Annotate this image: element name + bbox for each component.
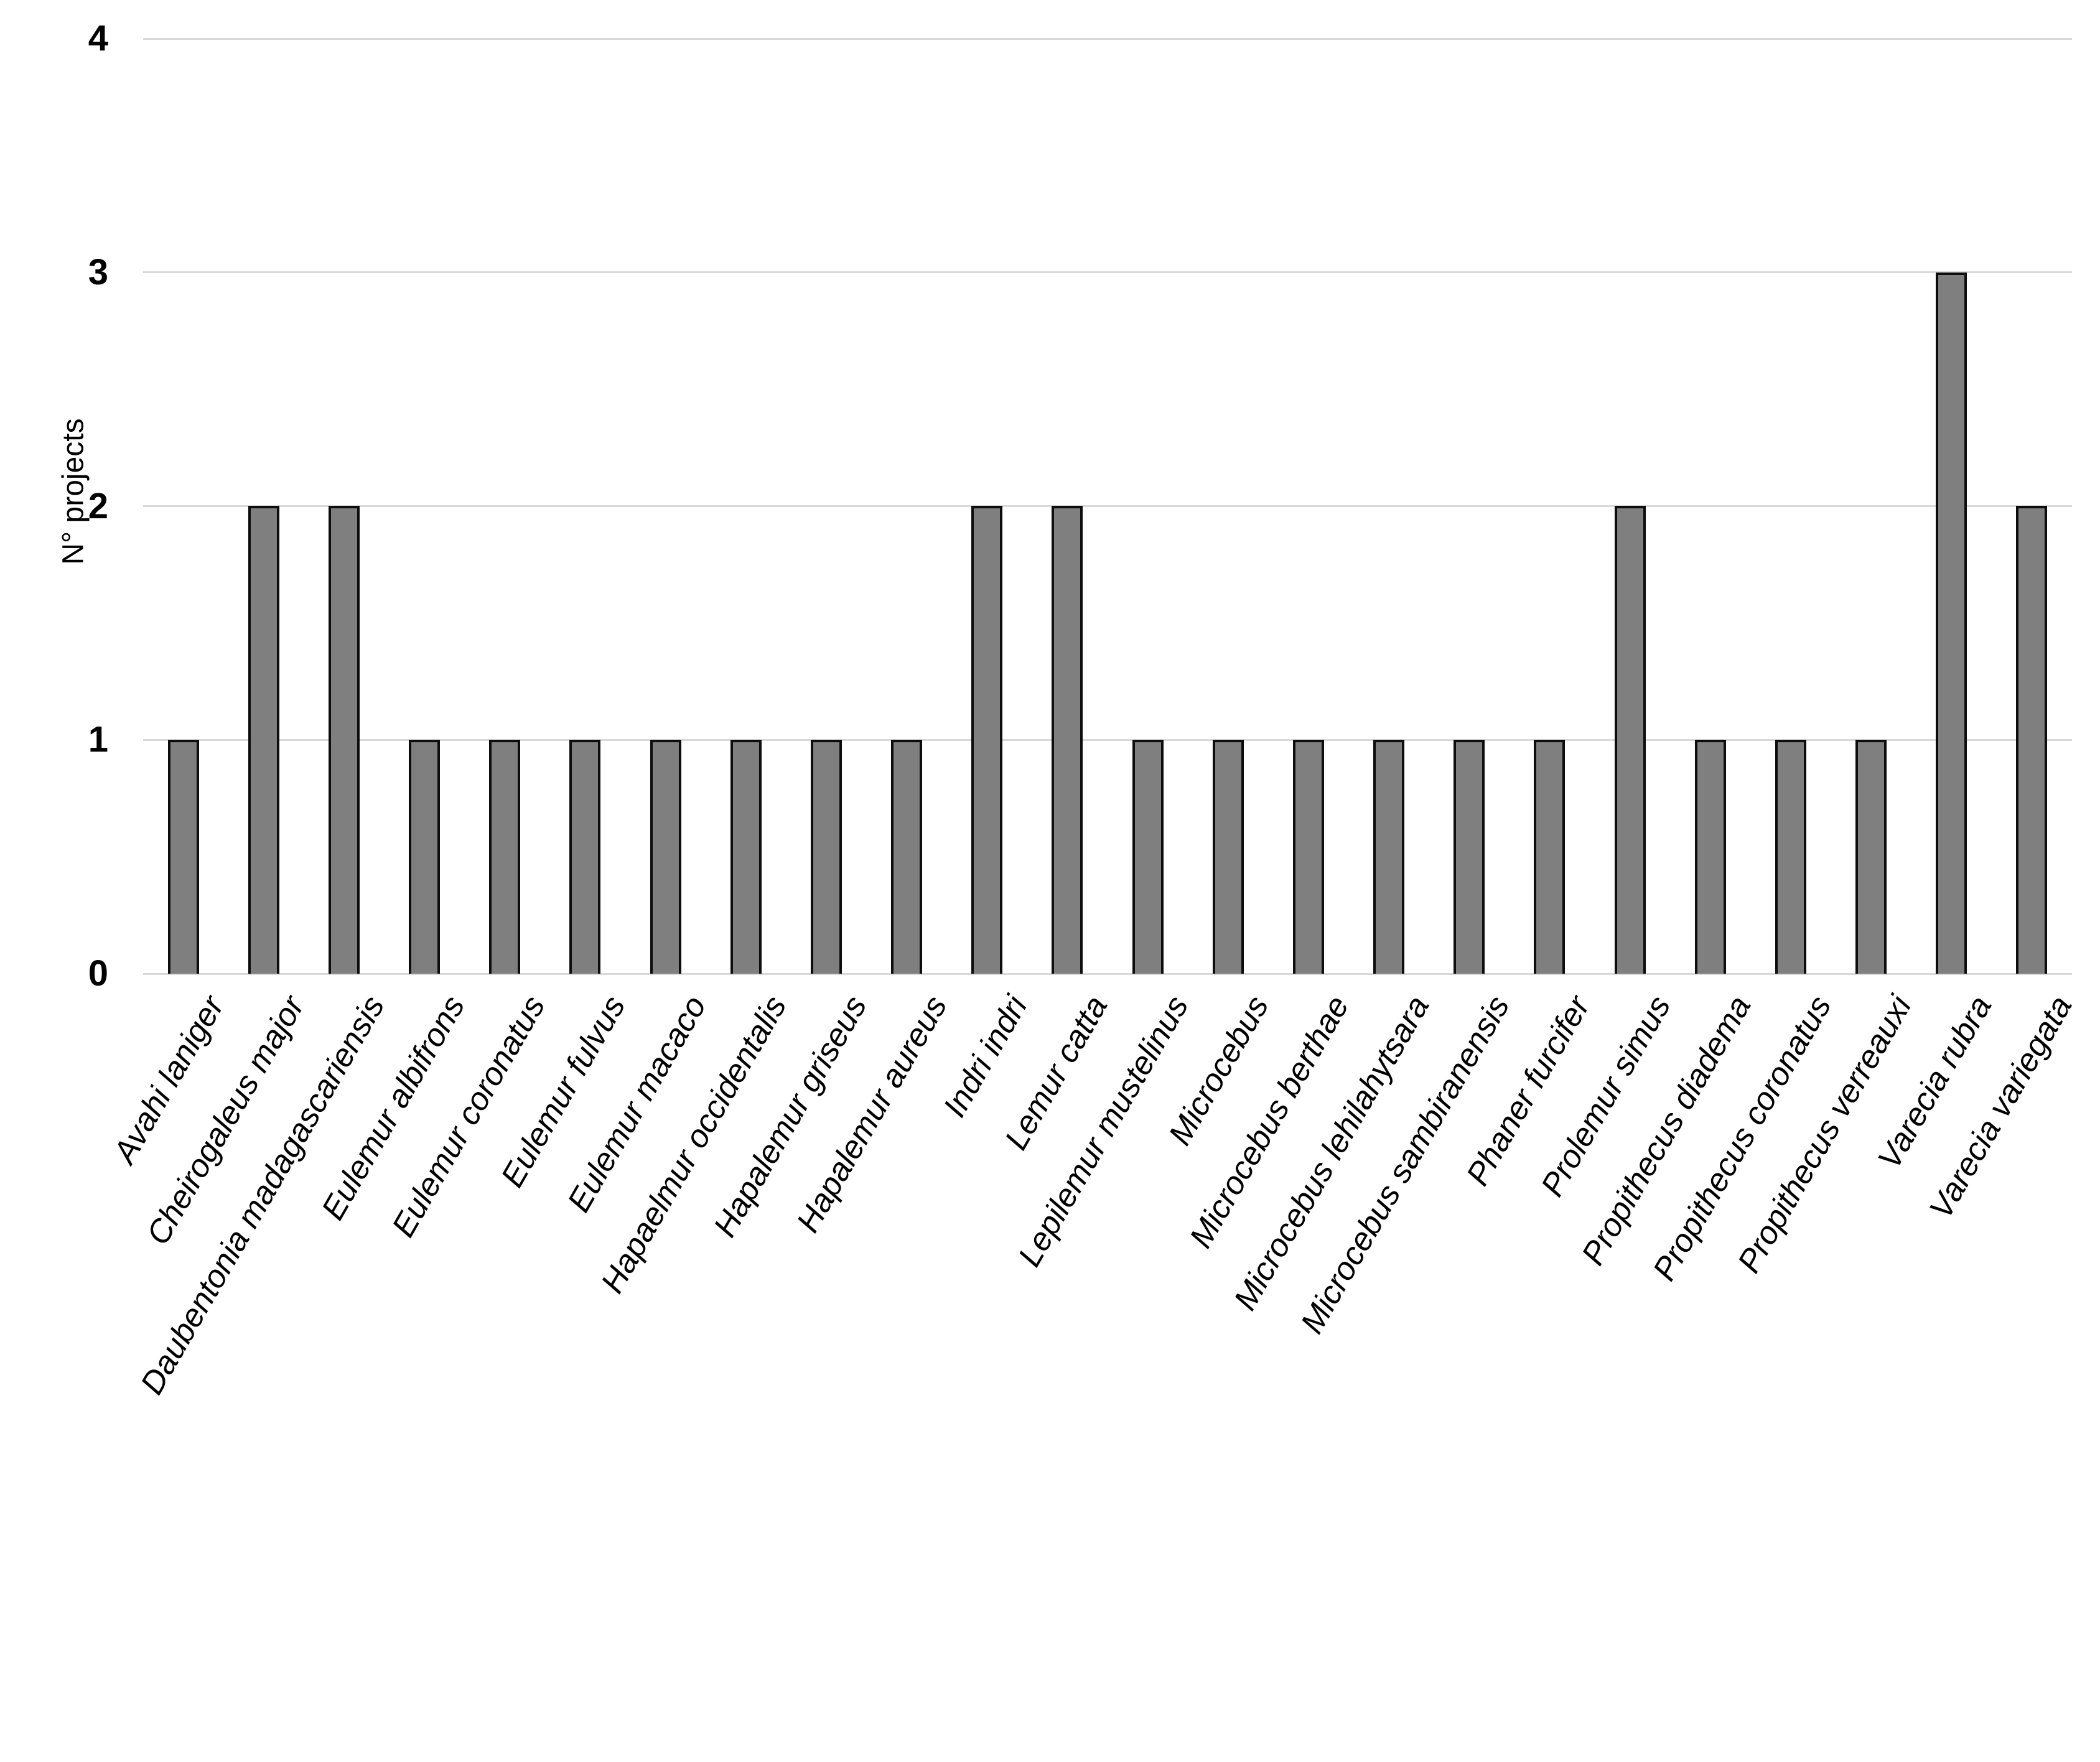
bar [891,740,922,974]
bar [650,740,681,974]
bar [1373,740,1404,974]
bar [248,506,279,974]
bar [1936,273,1967,974]
bar [1132,740,1164,974]
bar [1052,506,1083,974]
bar [1293,740,1324,974]
bar [329,506,360,974]
gridline-y1 [143,739,2072,741]
bar [409,740,440,974]
bar [1775,740,1806,974]
x-axis-label: Avahi laniger [106,990,231,1170]
bar [730,740,762,974]
bar [1855,740,1887,974]
gridline-y2 [143,505,2072,507]
bar [1454,740,1485,974]
bar [1534,740,1565,974]
y-tick-label-0: 0 [88,953,108,994]
bar [168,740,199,974]
bar [1695,740,1726,974]
bar [1213,740,1244,974]
bar [2016,506,2047,974]
bar [489,740,520,974]
y-tick-label-4: 4 [88,18,108,58]
bar [569,740,600,974]
gridline-y0 [143,973,2072,975]
bar [811,740,842,974]
y-tick-label-3: 3 [88,252,108,292]
y-tick-label-1: 1 [88,719,108,760]
bar [1615,506,1646,974]
gridline-y3 [143,271,2072,273]
y-tick-label-2: 2 [88,486,108,526]
gridline-y4 [143,38,2072,40]
bar [971,506,1002,974]
